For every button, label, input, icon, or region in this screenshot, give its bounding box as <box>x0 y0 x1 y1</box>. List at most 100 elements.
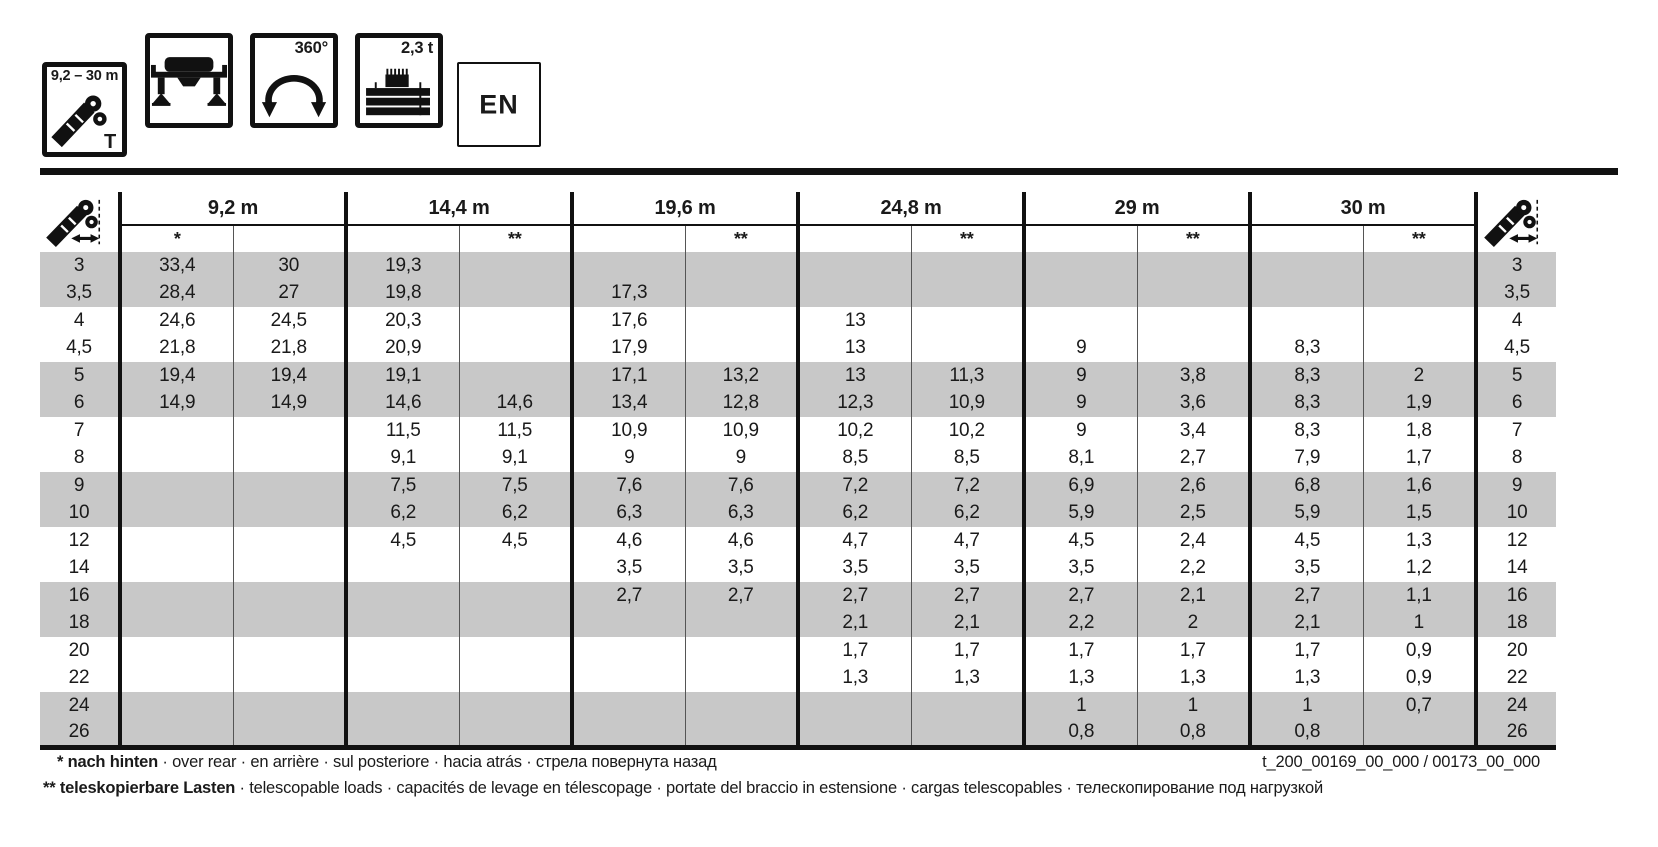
capacity-cell: 8,3 <box>1248 417 1364 445</box>
capacity-cell <box>796 719 912 747</box>
capacity-cell <box>232 719 346 747</box>
capacity-cell <box>684 692 799 720</box>
capacity-cell: 13 <box>796 307 912 335</box>
capacity-cell: 1,3 <box>1362 527 1477 555</box>
outrigger-icon <box>150 57 228 106</box>
capacity-cell <box>458 334 573 362</box>
radius-cell: 26 <box>68 721 90 742</box>
table-row: 4,5 21,8 21,8 20,9 17,9 13 9 8,3 4,5 <box>40 334 1557 362</box>
capacity-cell: 6,3 <box>684 499 799 527</box>
capacity-cell <box>118 527 233 555</box>
capacity-cell: 28,4 <box>118 279 233 307</box>
capacity-cell: 1 <box>1022 692 1138 720</box>
capacity-cell: 4,7 <box>910 527 1025 555</box>
capacity-cell: 5,9 <box>1022 499 1138 527</box>
capacity-cell <box>458 609 573 637</box>
capacity-cell <box>684 719 799 747</box>
note-ref-header <box>796 225 912 252</box>
capacity-cell: 9 <box>684 444 799 472</box>
capacity-cell: 8,3 <box>1248 334 1364 362</box>
note-ref-header: ** <box>910 225 1025 252</box>
counterweight-icon <box>366 68 430 116</box>
capacity-cell <box>570 252 686 280</box>
capacity-cell <box>1248 252 1364 280</box>
capacity-cell: 8,5 <box>796 444 912 472</box>
capacity-cell: 10,2 <box>796 417 912 445</box>
capacity-cell <box>344 609 459 637</box>
capacity-cell: 9 <box>1022 417 1138 445</box>
note-ref-header <box>570 225 686 252</box>
radius-cell: 3,5 <box>66 282 92 304</box>
capacity-cell <box>232 692 346 720</box>
capacity-cell <box>118 554 233 582</box>
capacity-cell: 20,9 <box>344 334 459 362</box>
capacity-cell <box>118 444 233 472</box>
capacity-cell: 3,5 <box>684 554 799 582</box>
capacity-cell: 9,1 <box>344 444 459 472</box>
capacity-cell <box>1022 252 1138 280</box>
capacity-cell <box>232 554 346 582</box>
radius-cell: 20 <box>68 639 90 661</box>
capacity-cell <box>910 307 1025 335</box>
capacity-cell <box>458 719 573 747</box>
capacity-cell: 19,4 <box>118 362 233 390</box>
capacity-cell: 3,4 <box>1136 417 1251 445</box>
capacity-cell <box>1248 279 1364 307</box>
note-ref-header <box>1022 225 1138 252</box>
capacity-cell <box>118 637 233 665</box>
capacity-cell <box>458 279 573 307</box>
capacity-cell <box>1136 307 1251 335</box>
capacity-cell <box>344 637 459 665</box>
capacity-cell: 30 <box>232 252 346 280</box>
capacity-cell: 9 <box>1022 362 1138 390</box>
capacity-cell: 12,8 <box>684 389 799 417</box>
capacity-cell <box>910 279 1025 307</box>
capacity-cell: 3,5 <box>570 554 686 582</box>
capacity-cell <box>118 417 233 445</box>
capacity-cell: 24,5 <box>232 307 346 335</box>
rotation-pictogram: 360° <box>250 33 338 128</box>
capacity-cell: 10,9 <box>570 417 686 445</box>
boom-radius-icon <box>46 199 101 247</box>
capacity-cell <box>232 417 346 445</box>
capacity-cell: 0,9 <box>1362 637 1477 665</box>
capacity-cell <box>118 692 233 720</box>
table-row: 26 0,8 0,8 0,8 26 <box>40 719 1557 747</box>
capacity-cell: 1,9 <box>1362 389 1477 417</box>
radius-cell: 10 <box>1474 499 1557 527</box>
capacity-cell: 14,6 <box>344 389 459 417</box>
capacity-cell: 13 <box>796 362 912 390</box>
capacity-cell: 13 <box>796 334 912 362</box>
capacity-cell: 1,1 <box>1362 582 1477 610</box>
capacity-cell: 10,9 <box>910 389 1025 417</box>
radius-cell: 3 <box>1474 252 1557 280</box>
horizontal-divider <box>40 168 1618 175</box>
capacity-cell: 14,9 <box>118 389 233 417</box>
capacity-cell: 1,6 <box>1362 472 1477 500</box>
table-row: 7 11,5 11,5 10,9 10,9 10,2 10,2 9 3,4 8,3 1,8 7 <box>40 417 1557 445</box>
capacity-cell: 21,8 <box>232 334 346 362</box>
capacity-cell <box>344 692 459 720</box>
capacity-cell <box>232 637 346 665</box>
capacity-cell: 17,3 <box>570 279 686 307</box>
capacity-cell: 33,4 <box>118 252 233 280</box>
capacity-cell <box>910 334 1025 362</box>
capacity-cell <box>118 499 233 527</box>
capacity-cell: 2,7 <box>1136 444 1251 472</box>
capacity-cell <box>232 499 346 527</box>
capacity-cell: 17,1 <box>570 362 686 390</box>
radius-cell: 9 <box>73 474 85 496</box>
capacity-cell <box>796 279 912 307</box>
capacity-cell: 24,6 <box>118 307 233 335</box>
capacity-cell: 2,1 <box>1136 582 1251 610</box>
capacity-cell: 2,7 <box>1248 582 1364 610</box>
capacity-cell: 9 <box>1022 334 1138 362</box>
capacity-cell: 6,3 <box>570 499 686 527</box>
capacity-cell: 3,5 <box>1022 554 1138 582</box>
table-row: 24 1 1 1 0,7 24 <box>40 692 1557 720</box>
capacity-cell: 0,8 <box>1022 719 1138 747</box>
capacity-cell: 11,3 <box>910 362 1025 390</box>
radius-cell: 5 <box>73 364 85 386</box>
capacity-cell: 8,1 <box>1022 444 1138 472</box>
capacity-cell: 4,6 <box>684 527 799 555</box>
